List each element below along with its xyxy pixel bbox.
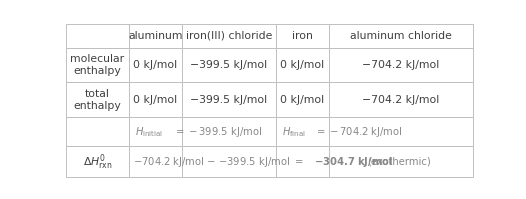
Bar [66, 82, 129, 117]
Bar [329, 48, 473, 82]
Text: $-704.2$ kJ/mol $-$ $-399.5$ kJ/mol $=$: $-704.2$ kJ/mol $-$ $-399.5$ kJ/mol $=$ [133, 155, 304, 169]
Text: $H_{\rm final}$: $H_{\rm final}$ [282, 125, 306, 139]
Text: $= -399.5$ kJ/mol: $= -399.5$ kJ/mol [174, 125, 262, 139]
Bar [329, 82, 473, 117]
Bar [182, 146, 276, 177]
Text: −399.5 kJ/mol: −399.5 kJ/mol [190, 95, 267, 105]
Text: $\mathbf{-304.7\ kJ/mol}$: $\mathbf{-304.7\ kJ/mol}$ [315, 155, 393, 169]
Text: iron(III) chloride: iron(III) chloride [186, 31, 272, 41]
Bar [66, 48, 129, 82]
Text: total
enthalpy: total enthalpy [74, 89, 121, 110]
Text: $\Delta H^0_{\rm rxn}$: $\Delta H^0_{\rm rxn}$ [83, 152, 112, 172]
Text: aluminum chloride: aluminum chloride [350, 31, 452, 41]
Text: molecular
enthalpy: molecular enthalpy [70, 54, 125, 76]
Text: (exothermic): (exothermic) [367, 157, 431, 167]
Text: −704.2 kJ/mol: −704.2 kJ/mol [362, 60, 440, 70]
Bar [182, 24, 276, 48]
Bar [129, 82, 182, 117]
Bar [276, 24, 329, 48]
Bar [129, 48, 182, 82]
Text: 0 kJ/mol: 0 kJ/mol [280, 95, 324, 105]
Bar [276, 146, 329, 177]
Text: $= -704.2$ kJ/mol: $= -704.2$ kJ/mol [315, 125, 403, 139]
Text: 0 kJ/mol: 0 kJ/mol [134, 95, 177, 105]
Bar [66, 146, 129, 177]
Bar [182, 82, 276, 117]
Bar [182, 48, 276, 82]
Text: 0 kJ/mol: 0 kJ/mol [134, 60, 177, 70]
Text: 0 kJ/mol: 0 kJ/mol [280, 60, 324, 70]
Bar [129, 24, 182, 48]
Bar [329, 117, 473, 146]
Bar [182, 117, 276, 146]
Text: −704.2 kJ/mol: −704.2 kJ/mol [362, 95, 440, 105]
Text: $H_{\rm initial}$: $H_{\rm initial}$ [135, 125, 163, 139]
Bar [276, 117, 329, 146]
Bar [329, 24, 473, 48]
Text: −399.5 kJ/mol: −399.5 kJ/mol [190, 60, 267, 70]
Bar [66, 117, 129, 146]
Bar [276, 48, 329, 82]
Bar [276, 82, 329, 117]
Bar [66, 24, 129, 48]
Bar [129, 146, 182, 177]
Bar [129, 117, 182, 146]
Bar [329, 146, 473, 177]
Text: iron: iron [292, 31, 312, 41]
Text: aluminum: aluminum [128, 31, 183, 41]
